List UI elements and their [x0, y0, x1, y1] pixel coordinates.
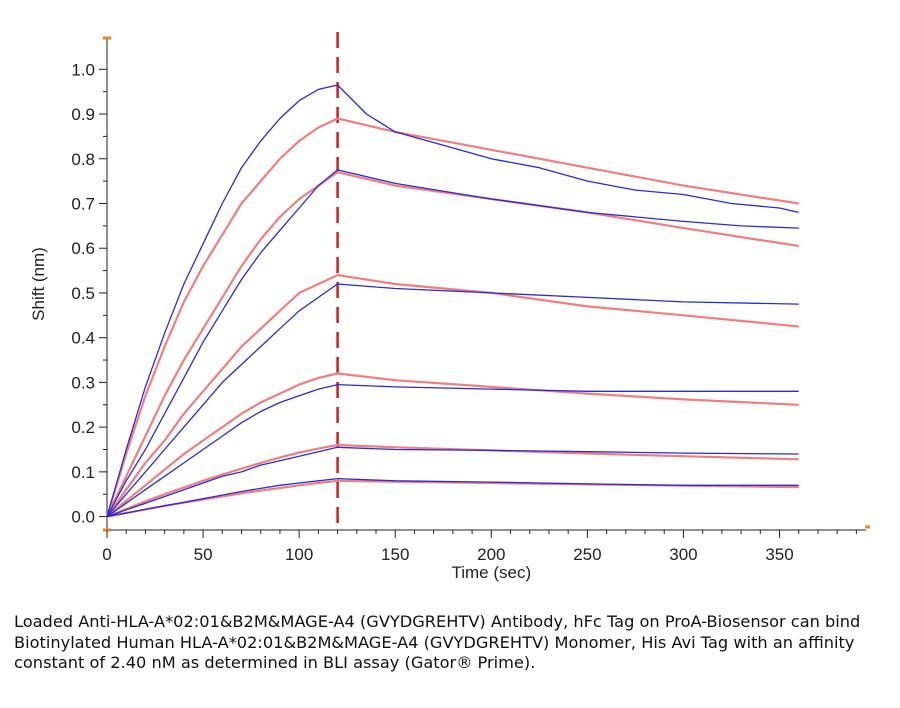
- x-tick-label: 50: [194, 545, 213, 564]
- y-tick-label: 0.9: [71, 105, 95, 124]
- chart-area: 0 50 100 150 200 250 300 350 0.0 0.1 0.2 0.3 0.4 0.5 0…: [29, 32, 870, 582]
- x-tick-label: 350: [765, 545, 793, 564]
- x-tick-label: 150: [381, 545, 409, 564]
- fit-curve-5: [106, 274, 799, 518]
- measured-curve-2: [106, 169, 799, 517]
- y-tick-label: 0.6: [71, 239, 95, 258]
- fit-curve-7: [106, 372, 799, 518]
- x-tick-label: 0: [102, 545, 111, 564]
- x-tick-label: 100: [285, 545, 313, 564]
- measured-curve-6: [106, 383, 799, 518]
- x-tick-label: 250: [573, 545, 601, 564]
- y-tick-label: 0.4: [71, 329, 95, 348]
- y-tick-label: 0.2: [71, 418, 95, 437]
- x-axis-label: Time (sec): [451, 563, 531, 582]
- figure-caption: Loaded Anti-HLA-A*02:01&B2M&MAGE-A4 (GVY…: [14, 612, 861, 672]
- binding-kinetics-chart: 0 50 100 150 200 250 300 350 0.0 0.1 0.2 0.3 0.4 0.5 0…: [29, 32, 870, 582]
- y-tick-label: 0.7: [71, 194, 95, 213]
- y-tick-label: 0.1: [71, 463, 95, 482]
- fit-curve-1: [105, 117, 799, 517]
- x-tick-label: 200: [477, 545, 505, 564]
- fit-curve-3: [106, 171, 799, 518]
- y-tick-label: 1.0: [71, 60, 95, 79]
- y-axis-label: Shift (nm): [29, 247, 48, 321]
- measured-curve-0: [106, 84, 799, 517]
- y-tick-label: 0.8: [71, 150, 95, 169]
- measured-curve-8: [106, 446, 799, 518]
- fit-curve-11: [106, 479, 799, 518]
- measured-curve-4: [106, 283, 799, 518]
- y-tick-label: 0.5: [71, 284, 95, 303]
- y-tick-label: 0.0: [71, 508, 95, 527]
- y-tick-label: 0.3: [71, 373, 95, 392]
- measured-curve-10: [106, 477, 799, 518]
- x-tick-label: 300: [669, 545, 697, 564]
